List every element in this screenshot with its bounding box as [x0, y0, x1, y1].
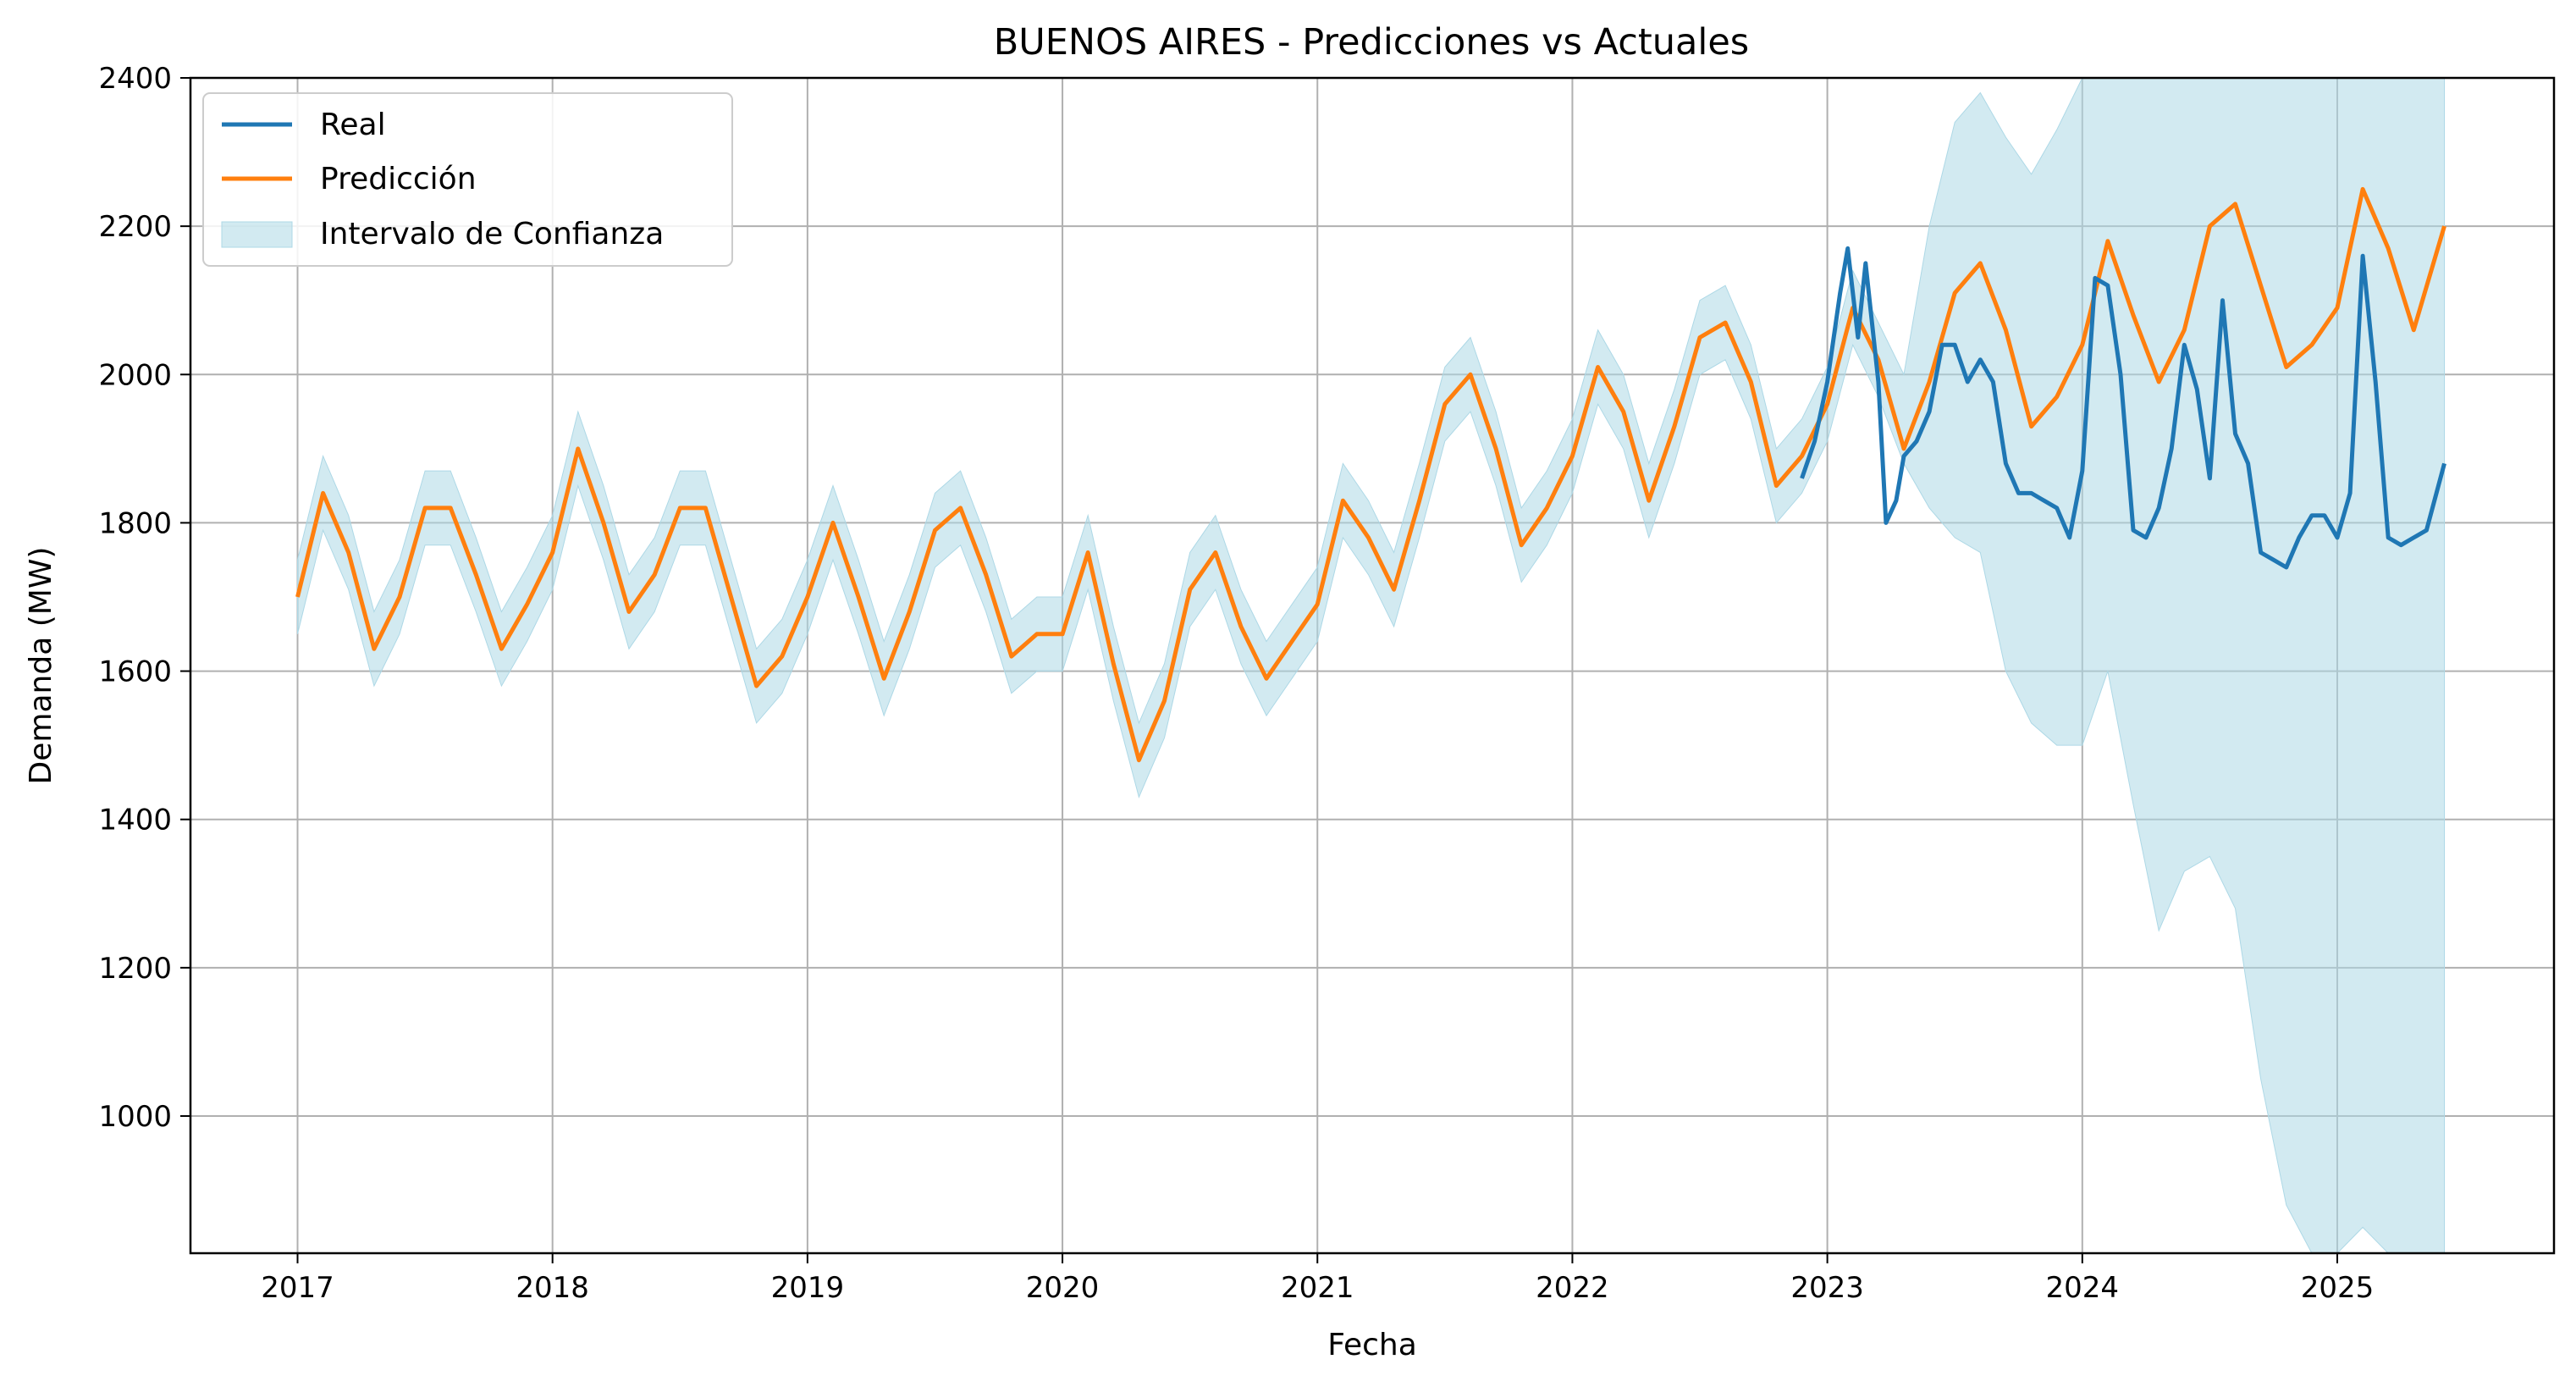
x-axis-title: Fecha [1327, 1328, 1417, 1362]
x-tick-label: 2024 [2046, 1271, 2120, 1305]
series-prediccion [295, 186, 2446, 763]
legend-swatch-intervalo [221, 221, 293, 248]
y-tick-label: 2400 [98, 62, 172, 96]
legend-box [202, 92, 733, 267]
y-axis-title: Demanda (MW) [24, 547, 58, 785]
legend-label-intervalo: Intervalo de Confianza [320, 217, 664, 251]
plot-frame [189, 76, 2556, 1255]
legend: Real Predicción Intervalo de Confianza [202, 92, 733, 267]
y-tick-label: 1400 [98, 804, 172, 837]
y-tick-label: 2000 [98, 358, 172, 392]
series-real [1800, 246, 2446, 570]
x-tick-label: 2018 [516, 1271, 589, 1305]
y-tick-label: 2200 [98, 210, 172, 244]
x-tick-label: 2020 [1026, 1271, 1100, 1305]
chart-title: BUENOS AIRES - Predicciones vs Actuales [994, 21, 1749, 64]
x-tick-label: 2017 [261, 1271, 334, 1305]
y-tick-label: 1200 [98, 952, 172, 986]
x-tick-label: 2021 [1281, 1271, 1354, 1305]
x-tick-label: 2025 [2301, 1271, 2375, 1305]
legend-label-real: Real [320, 108, 386, 142]
x-tick-label: 2019 [771, 1271, 845, 1305]
y-tick-label: 1800 [98, 506, 172, 540]
x-tick-label: 2022 [1536, 1271, 1609, 1305]
series-intervalo-de-confianza [297, 78, 2445, 1253]
y-tick-label: 1600 [98, 655, 172, 689]
x-tick-label: 2023 [1790, 1271, 1864, 1305]
legend-label-prediccion: Predicción [320, 162, 477, 196]
y-tick-label: 1000 [98, 1100, 172, 1134]
